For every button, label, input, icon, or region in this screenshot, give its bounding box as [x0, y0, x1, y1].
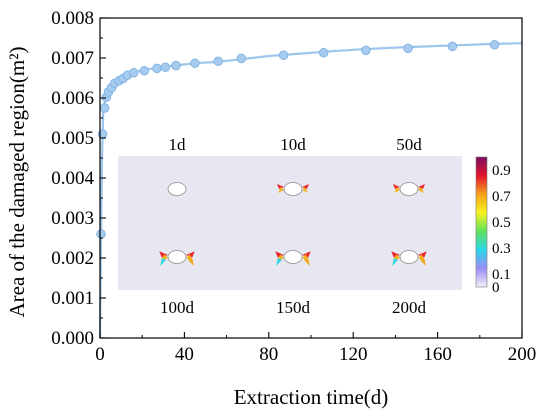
damage-zone-left	[392, 258, 398, 266]
inset-label-top: 10d	[280, 135, 306, 154]
damage-zone-right	[418, 251, 427, 258]
inset-background	[118, 156, 462, 290]
damage-zone-right	[420, 258, 426, 266]
data-point	[171, 60, 181, 71]
borehole	[167, 182, 187, 196]
damage-zone-right	[186, 251, 195, 258]
damage-zone-right	[418, 184, 425, 189]
data-point	[139, 66, 150, 76]
y-tick-label: 0.008	[51, 8, 94, 29]
x-tick-label: 160	[423, 344, 452, 365]
data-point	[489, 40, 500, 50]
borehole	[283, 250, 303, 264]
borehole-cell	[393, 182, 425, 196]
data-point	[213, 56, 223, 66]
damage-zone-right	[302, 187, 308, 193]
data-point	[152, 63, 162, 74]
inset-label-bottom: 100d	[160, 298, 195, 317]
borehole	[167, 250, 187, 264]
damage-zone-left	[278, 187, 284, 193]
y-axis-label: Area of the damaged region(m²)	[5, 46, 29, 317]
data-series	[96, 40, 523, 339]
y-tick-label: 0.003	[51, 208, 94, 229]
damage-zone-right	[302, 251, 311, 258]
damage-zone-left	[391, 251, 400, 258]
colorbar-tick-label: 0.5	[492, 215, 511, 231]
data-point	[160, 62, 171, 72]
damage-zone-right	[302, 184, 309, 189]
damage-zone-left	[159, 251, 168, 258]
damage-zone-left	[277, 184, 284, 189]
y-tick-label: 0.006	[51, 88, 94, 109]
data-point	[129, 68, 139, 78]
colorbar-tick-label: 0.3	[492, 241, 511, 257]
data-point	[403, 43, 413, 54]
damage-zone-left	[276, 258, 282, 266]
data-point	[96, 229, 106, 239]
colorbar-tick-label: 0.1	[492, 267, 511, 283]
damage-zone-right	[418, 187, 424, 193]
borehole	[283, 182, 303, 196]
colorbar-tick-label: 0.9	[492, 163, 511, 179]
x-axis-label: Extraction time(d)	[234, 385, 389, 409]
x-tick-label: 40	[175, 344, 194, 365]
data-point	[99, 103, 110, 113]
colorbar-tick-label: 0	[492, 280, 500, 296]
x-tick-label: 120	[339, 344, 368, 365]
inset-label-bottom: 150d	[276, 298, 311, 317]
damage-zone-right	[188, 258, 194, 266]
damage-zone-left	[160, 258, 166, 266]
damage-zone-left	[275, 251, 284, 258]
y-tick-label: 0.001	[51, 288, 94, 309]
data-point	[318, 48, 329, 58]
data-point	[447, 41, 458, 52]
colorbar-tick-label: 0.7	[492, 189, 511, 205]
borehole-cell	[275, 250, 311, 266]
borehole	[399, 182, 419, 196]
y-tick-label: 0.005	[51, 128, 94, 149]
damage-zone-right	[304, 258, 310, 266]
data-point	[236, 53, 247, 64]
borehole-cell	[391, 250, 427, 266]
borehole-cell	[159, 250, 195, 266]
inset-panel: 1d 10d 50d 100d 150d 200d 0.9 0.7 0.5 0.3 0.10	[118, 135, 511, 317]
damage-zone-left	[393, 184, 400, 189]
data-point	[361, 45, 371, 56]
borehole-cell	[277, 182, 309, 196]
x-tick-label: 0	[95, 344, 105, 365]
y-tick-label: 0.002	[51, 248, 94, 269]
x-tick-label: 200	[508, 344, 537, 365]
data-point	[278, 50, 289, 60]
colorbar	[475, 156, 488, 288]
inset-label-top: 1d	[169, 135, 187, 154]
inset-label-bottom: 200d	[392, 298, 427, 317]
data-point	[190, 58, 200, 68]
y-tick-label: 0.007	[51, 48, 94, 69]
damage-zone-left	[394, 187, 400, 193]
y-tick-label: 0.004	[51, 168, 94, 189]
borehole	[399, 250, 419, 264]
inset-label-top: 50d	[396, 135, 422, 154]
x-tick-label: 80	[259, 344, 278, 365]
y-tick-label: 0.000	[51, 328, 94, 349]
borehole-cell	[167, 182, 187, 196]
axes: 0 40 80 120 160 200 0.000 0.001 0.002 0.003 0.004 0…	[51, 8, 536, 365]
